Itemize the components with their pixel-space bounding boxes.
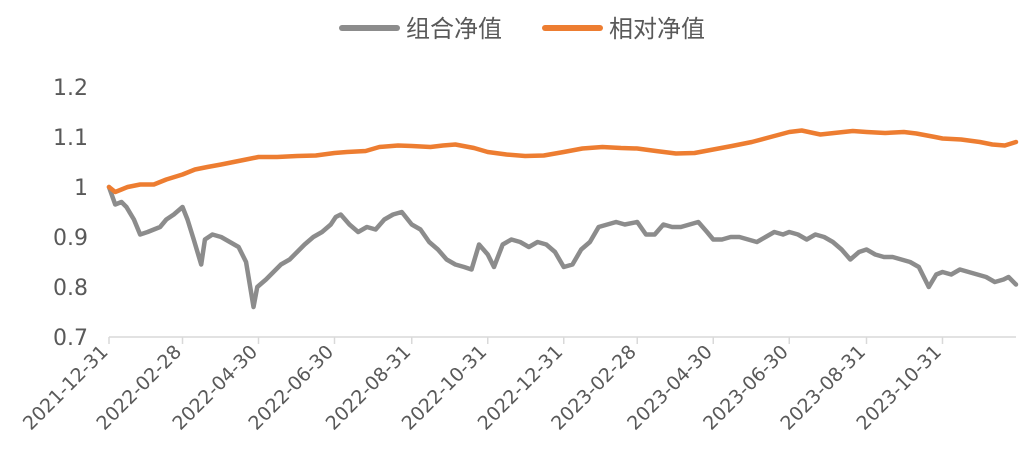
y-tick-label: 0.7 [53,326,88,351]
legend: 组合净值 相对净值 [339,15,705,43]
series-line-1 [106,184,1019,310]
legend-label: 相对净值 [609,15,705,43]
y-tick-label: 0.9 [53,226,88,251]
legend-label: 组合净值 [406,15,502,43]
y-tick-label: 1.1 [53,126,88,151]
y-tick-label: 1.2 [53,76,88,101]
series-line-2 [106,128,1019,195]
y-tick-label: 0.8 [53,276,88,301]
legend-item: 组合净值 [339,15,502,43]
y-axis: 0.7 0.8 0.9 1 1.1 1.2 [53,76,88,351]
x-axis: 2021-12-312022-02-282022-04-302022-06-30… [19,336,1016,435]
y-tick-label: 1 [74,176,88,201]
plot-area [106,128,1019,310]
legend-item: 相对净值 [542,15,705,43]
